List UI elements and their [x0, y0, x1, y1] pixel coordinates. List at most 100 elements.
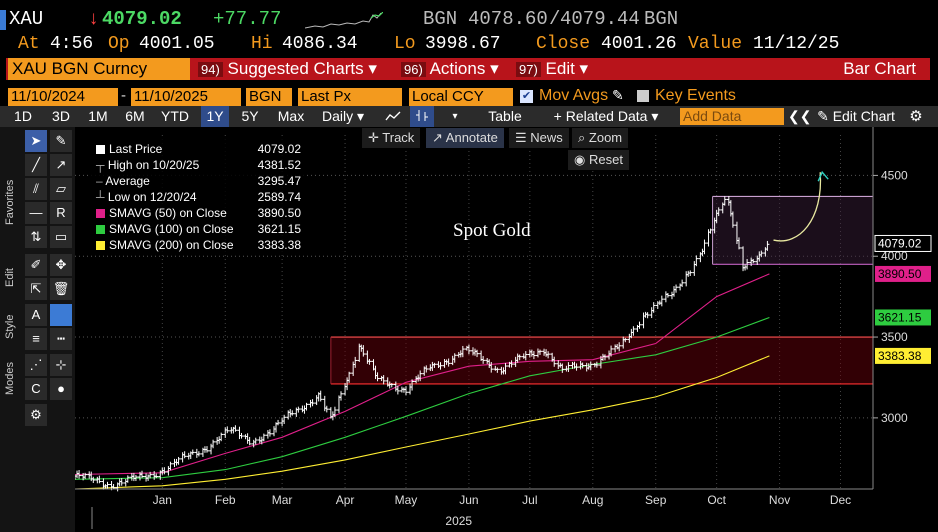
horizontal-line-icon[interactable]: — — [25, 202, 47, 224]
legend-row[interactable]: ┴ Low on 12/20/24 2589.74 — [96, 189, 301, 205]
end-date-field[interactable]: 11/10/2025 — [131, 88, 241, 106]
edit-number: 97) — [516, 62, 541, 77]
mov-avgs-checkbox[interactable]: ✔ — [520, 90, 533, 103]
move-icon[interactable]: ✥ — [50, 254, 72, 276]
reset-button[interactable]: ◉ Reset — [568, 150, 629, 170]
low-value: 3998.67 — [425, 34, 501, 54]
shaded-range — [712, 196, 873, 265]
close-value: 4001.26 — [601, 34, 677, 54]
range-1y[interactable]: 1Y — [201, 106, 229, 127]
at-label: At — [18, 34, 40, 54]
pointer-icon[interactable]: ➤ — [25, 130, 47, 152]
ask-source: BGN — [644, 8, 679, 30]
sma-line — [75, 355, 770, 490]
gear-icon[interactable]: ⚙ — [909, 108, 923, 125]
zoom-pointer-icon[interactable]: ⊹ — [50, 354, 72, 376]
line-chart-icon[interactable] — [380, 106, 406, 127]
text-style-icon[interactable]: A — [25, 304, 47, 326]
year-label: 2025 — [445, 514, 472, 528]
price-chart[interactable]: 3000 3500 4000 4500 Jan Feb Mar Apr May Jun Jul Aug… — [75, 127, 938, 532]
quote-header: XAU ↓ 4079.02 +77.77 BGN 4078.60 / 4079.… — [0, 8, 938, 34]
color-swatch-icon[interactable] — [50, 304, 72, 326]
edit-menu[interactable]: 97) Edit ▾ — [516, 58, 588, 80]
bid-source: BGN — [423, 8, 458, 30]
crosshair-icon: ✛ — [368, 130, 383, 145]
chart-type-label[interactable]: Bar Chart — [843, 59, 916, 78]
suggested-charts-menu[interactable]: 94) Suggested Charts ▾ — [198, 58, 377, 80]
suggested-charts-label: Suggested Charts ▾ — [227, 59, 377, 78]
range-1d[interactable]: 1D — [14, 108, 32, 124]
favorites-label: Favorites — [4, 179, 16, 225]
period-selector[interactable]: Daily ▾ — [321, 108, 365, 124]
range-max[interactable]: Max — [277, 108, 305, 124]
palette-icon[interactable]: ● — [50, 378, 72, 400]
x-tick-label: Feb — [215, 493, 236, 507]
bar-chart-icon[interactable] — [410, 106, 434, 127]
date-range-dash: - — [121, 87, 126, 104]
currency-selector[interactable]: Local CCY — [409, 88, 513, 106]
legend-swatch — [96, 209, 105, 218]
magnet-icon[interactable]: C — [25, 378, 47, 400]
legend-label: SMAVG (50) on Close — [109, 206, 227, 220]
pencil-icon[interactable]: ✎ — [612, 87, 624, 103]
ray-icon[interactable]: ↗ — [50, 154, 72, 176]
trash-icon[interactable]: 🗑 — [50, 278, 72, 300]
settings-gear-icon[interactable]: ⚙ — [25, 404, 47, 426]
news-button[interactable]: ☰ News — [509, 128, 569, 148]
suggested-charts-number: 94) — [198, 62, 223, 77]
open-value: 4001.05 — [139, 34, 215, 54]
actions-menu[interactable]: 96) Actions ▾ — [401, 58, 499, 80]
field-selector[interactable]: Last Px — [298, 88, 402, 106]
y-tick-label: 4500 — [881, 168, 908, 182]
retracement-icon[interactable]: R — [50, 202, 72, 224]
security-field[interactable]: XAU BGN Curncy — [8, 58, 190, 80]
legend-row[interactable]: SMAVG (50) on Close 3890.50 — [96, 205, 301, 221]
zoom-button[interactable]: ⌕ Zoom — [572, 128, 629, 148]
range-6m[interactable]: 6M — [125, 108, 145, 124]
channel-icon[interactable]: ⫽ — [25, 178, 47, 200]
edit-chart-button[interactable]: ✎ Edit Chart — [810, 106, 902, 127]
range-5y[interactable]: 5Y — [241, 108, 259, 124]
source-field[interactable]: BGN — [246, 88, 292, 106]
value-tag-label: 3890.50 — [878, 267, 922, 281]
fib-time-icon[interactable]: ⇅ — [25, 226, 47, 248]
x-tick-label: Apr — [336, 493, 355, 507]
annotate-button[interactable]: ↗ Annotate — [426, 128, 504, 148]
range-3d[interactable]: 3D — [52, 108, 70, 124]
draw-icon[interactable]: ✐ — [25, 254, 47, 276]
rectangle-icon[interactable]: ▭ — [50, 226, 72, 248]
news-label: News — [530, 130, 563, 145]
select-icon[interactable]: ⇱ — [25, 278, 47, 300]
table-button[interactable]: Table — [488, 108, 522, 124]
key-events-checkbox[interactable] — [637, 90, 649, 102]
track-button[interactable]: ✛ Track — [362, 128, 421, 148]
x-tick-label: Aug — [582, 493, 603, 507]
pattern-icon[interactable]: ▱ — [50, 178, 72, 200]
line-weight-icon[interactable]: ≡ — [25, 328, 47, 350]
line-style-icon[interactable]: ┅ — [50, 328, 72, 350]
start-date-field[interactable]: 11/10/2024 — [8, 88, 118, 106]
chart-style-dropdown-icon[interactable]: ▾ — [452, 111, 458, 122]
legend-row[interactable]: SMAVG (100) on Close 3621.15 — [96, 221, 301, 237]
chart-annotation[interactable]: Spot Gold — [453, 220, 531, 241]
legend-row[interactable]: – Average 3295.47 — [96, 173, 301, 189]
related-data-button[interactable]: + Related Data ▾ — [553, 108, 659, 124]
value-tag-label: 4079.02 — [878, 236, 922, 250]
legend-row[interactable]: ┬ High on 10/20/25 4381.52 — [96, 157, 301, 173]
legend-row[interactable]: SMAVG (200) on Close 3383.38 — [96, 237, 301, 253]
pen-icon[interactable]: ✎ — [50, 130, 72, 152]
add-data-input[interactable]: Add Data — [680, 108, 784, 125]
modes-panel-label: Modes — [4, 361, 16, 395]
actions-label: Actions ▾ — [429, 59, 499, 78]
legend-label: High on 10/20/25 — [107, 158, 200, 172]
ticker[interactable]: XAU — [9, 8, 44, 30]
crosshair-icon[interactable]: ⋰ — [25, 354, 47, 376]
sma-line — [75, 316, 770, 480]
legend-marker-icon: – — [96, 174, 106, 188]
range-ytd[interactable]: YTD — [161, 108, 189, 124]
high-value: 4086.34 — [282, 34, 358, 54]
legend-row[interactable]: Last Price 4079.02 — [96, 141, 301, 157]
range-1m[interactable]: 1M — [88, 108, 108, 124]
collapse-icon[interactable]: ❮❮ — [788, 108, 812, 124]
trendline-icon[interactable]: ╱ — [25, 154, 47, 176]
